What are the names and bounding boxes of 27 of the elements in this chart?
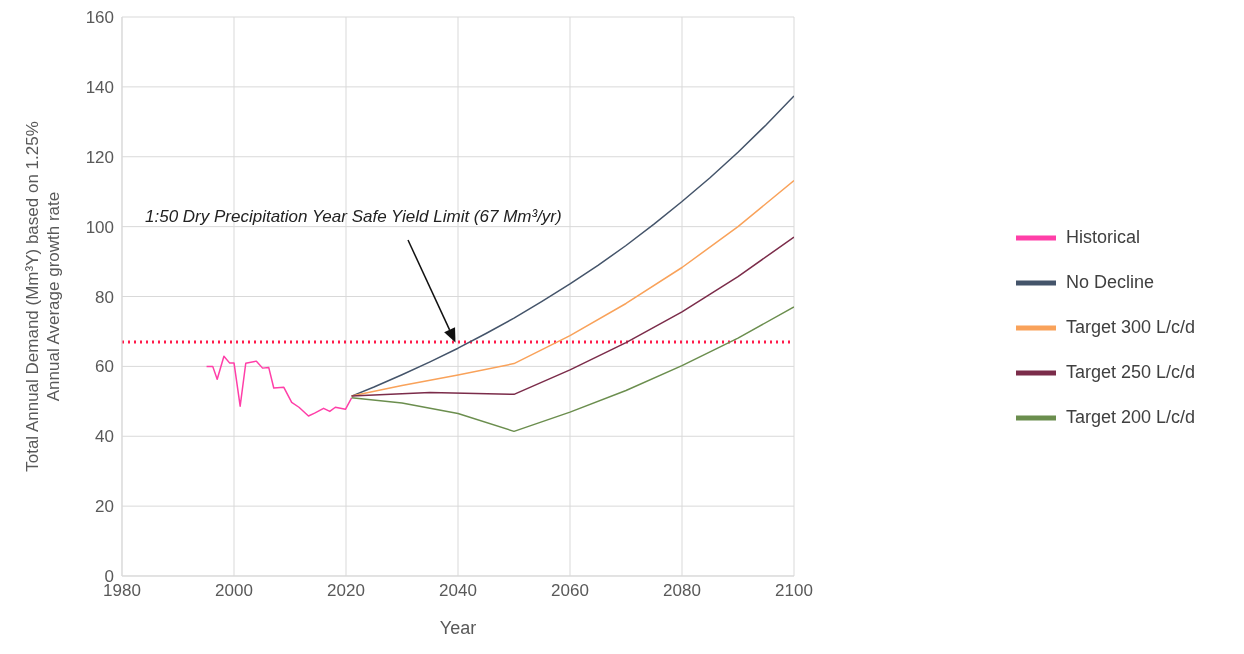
y-tick-label: 140 bbox=[85, 77, 114, 97]
x-tick-label: 2100 bbox=[775, 581, 813, 601]
legend-label: No Decline bbox=[1066, 271, 1155, 292]
line-series bbox=[350, 236, 794, 397]
line-series bbox=[205, 355, 353, 417]
y-tick-label: 40 bbox=[95, 427, 114, 447]
legend-label: Historical bbox=[1066, 226, 1141, 247]
y-axis-title: Total Annual Demand (Mm³Y) based on 1.25% Annual Average growth rate bbox=[23, 121, 63, 472]
x-tick-label: 2080 bbox=[663, 581, 701, 601]
y-tick-label: 80 bbox=[95, 287, 114, 307]
legend-label: Target 300 L/c/d bbox=[1066, 316, 1196, 337]
x-tick-label: 2060 bbox=[551, 581, 589, 601]
y-tick-label: 100 bbox=[85, 217, 114, 237]
line-series bbox=[350, 179, 794, 397]
y-tick-label: 160 bbox=[85, 8, 114, 28]
line-series bbox=[350, 95, 794, 397]
annotation: 1:50 Dry Precipitation Year Safe Yield Limit (67 Mm³/yr) bbox=[145, 207, 562, 226]
y-tick-label: 60 bbox=[95, 357, 114, 377]
y-tick-label: 120 bbox=[85, 147, 114, 167]
x-axis-title: Year bbox=[439, 618, 477, 638]
x-tick-label: 2020 bbox=[327, 581, 365, 601]
legend-label: Target 250 L/c/d bbox=[1066, 361, 1196, 382]
x-tick-label: 2040 bbox=[439, 581, 477, 601]
legend-label: Target 200 L/c/d bbox=[1066, 406, 1196, 427]
x-tick-label: 2000 bbox=[215, 581, 253, 601]
y-tick-label: 20 bbox=[95, 497, 114, 517]
line-series bbox=[350, 306, 794, 433]
